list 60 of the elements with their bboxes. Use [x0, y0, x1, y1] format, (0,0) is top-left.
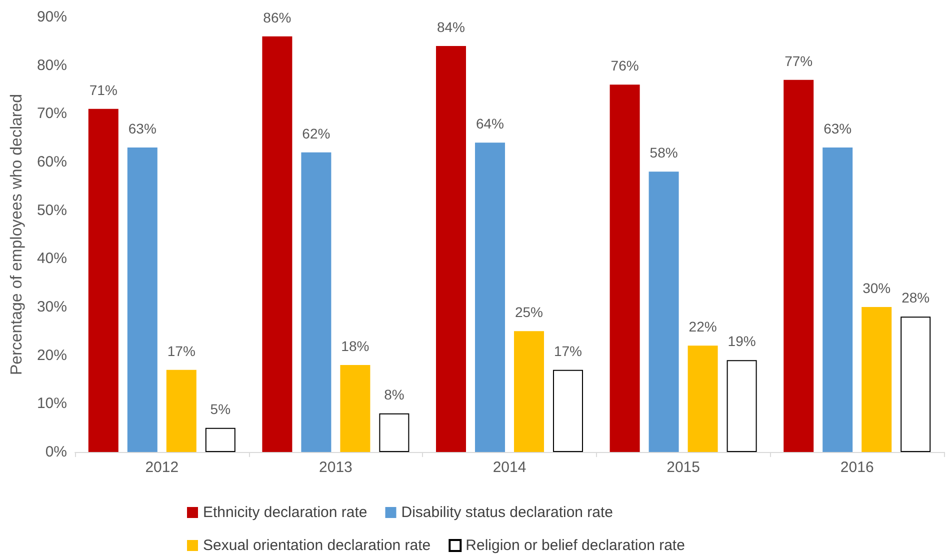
data-label: 58%	[650, 144, 678, 161]
data-label: 77%	[784, 52, 813, 69]
bar	[610, 84, 640, 452]
bar	[205, 428, 236, 452]
data-label: 86%	[263, 9, 292, 26]
y-tick-label: 60%	[36, 154, 67, 170]
bar	[340, 365, 370, 452]
data-label: 19%	[728, 333, 756, 350]
data-label: 28%	[902, 290, 930, 306]
bar	[648, 172, 679, 452]
bar	[900, 316, 931, 452]
y-axis-title: Percentage of employees who declared	[8, 94, 26, 376]
bar	[379, 413, 410, 452]
x-tick-label: 2014	[492, 459, 526, 476]
y-tick-label: 40%	[36, 250, 67, 268]
x-tick-label: 2015	[666, 459, 700, 476]
data-label: 84%	[436, 19, 466, 35]
data-label: 25%	[514, 304, 544, 320]
bar	[88, 108, 118, 452]
data-label: 64%	[476, 116, 504, 132]
data-label: 30%	[862, 280, 891, 296]
y-tick-label: 20%	[36, 346, 67, 364]
bar	[822, 148, 853, 452]
bar	[127, 148, 158, 452]
data-label: 22%	[688, 318, 717, 335]
legend-label: Religion or belief declaration rate	[466, 537, 685, 554]
y-tick-label: 80%	[36, 56, 67, 74]
y-tick-label: 90%	[36, 8, 67, 26]
y-tick-label: 70%	[36, 105, 67, 122]
bar	[436, 46, 466, 452]
y-tick-label: 0%	[45, 444, 67, 460]
y-tick-label: 30%	[36, 298, 67, 316]
data-label: 63%	[128, 120, 156, 136]
data-label: 62%	[302, 125, 330, 142]
bar	[514, 331, 544, 452]
data-label: 17%	[167, 342, 196, 359]
data-label: 71%	[89, 82, 118, 98]
data-label: 76%	[610, 58, 639, 74]
data-label: 17%	[554, 342, 582, 359]
bar	[262, 36, 292, 452]
x-tick-label: 2012	[145, 459, 179, 476]
y-tick-label: 50%	[36, 202, 67, 219]
bar	[553, 370, 583, 452]
bar	[166, 370, 196, 452]
data-label: 8%	[384, 386, 404, 402]
legend-label: Sexual orientation declaration rate	[203, 537, 431, 554]
bar	[726, 360, 757, 452]
data-label: 5%	[210, 400, 231, 417]
data-label: 18%	[341, 338, 370, 354]
bar	[784, 80, 814, 452]
bar	[301, 152, 332, 452]
legend-label: Disability status declaration rate	[401, 504, 614, 521]
bar	[862, 307, 892, 452]
data-label: 63%	[824, 120, 852, 136]
bar	[475, 142, 505, 452]
legend-label: Ethnicity declaration rate	[203, 504, 368, 521]
x-tick-label: 2016	[840, 459, 874, 476]
y-tick-label: 10%	[36, 395, 67, 412]
x-tick-label: 2013	[319, 459, 352, 476]
bar	[688, 346, 718, 452]
